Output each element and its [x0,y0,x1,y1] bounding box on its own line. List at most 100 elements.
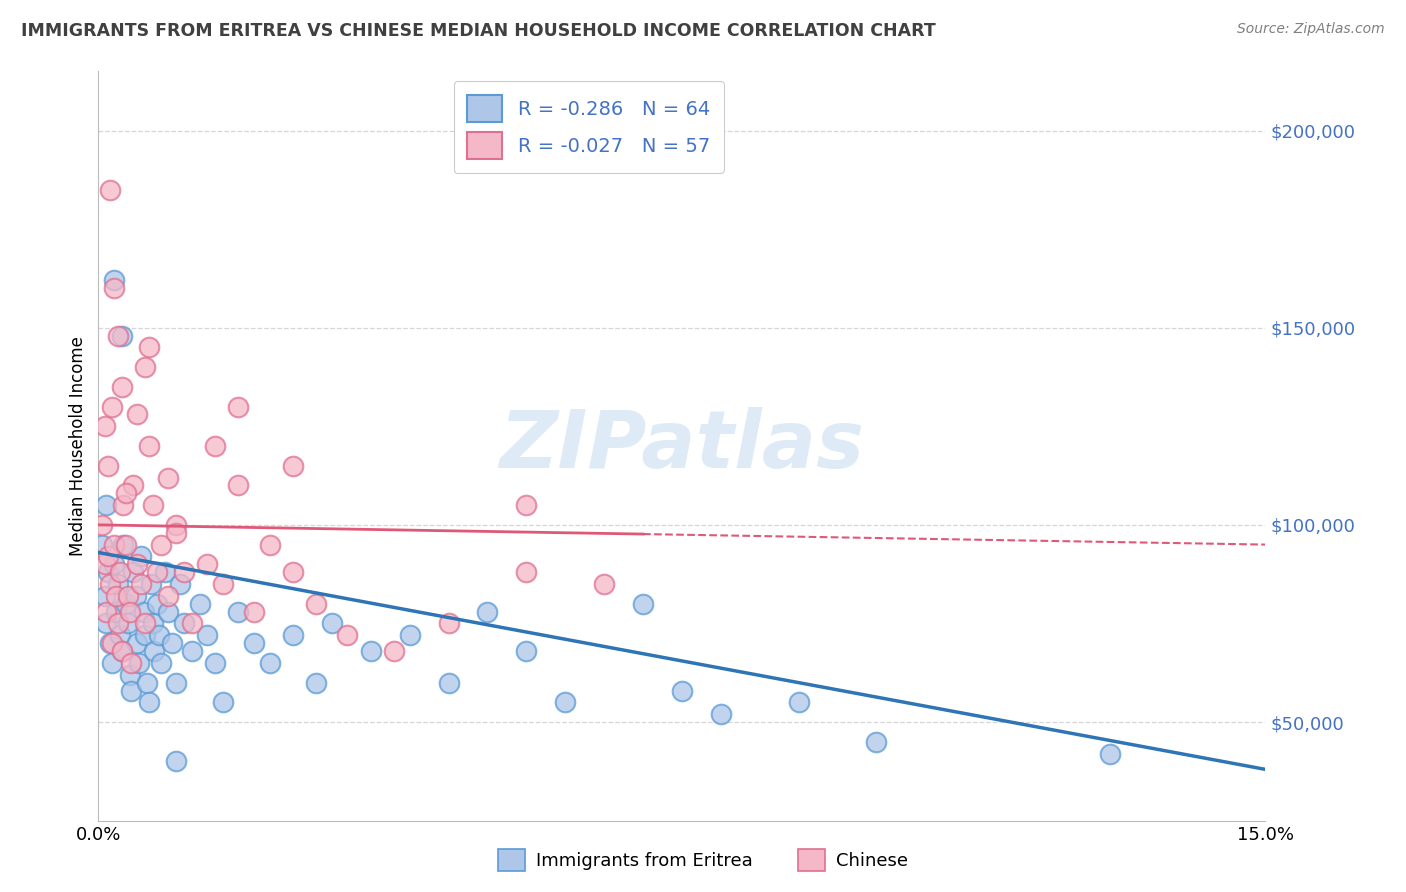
Point [153,565,176,579]
Point [103,538,125,552]
Point [195,558,218,572]
Point [108,565,131,579]
Point [149,538,172,552]
Point [127,408,149,422]
Point [114,538,136,552]
Text: Source: ZipAtlas.com: Source: ZipAtlas.com [1237,22,1385,37]
Point [97,549,120,564]
Point [91,517,114,532]
Point [111,644,134,658]
Point [157,605,180,619]
Point [97,458,120,473]
Point [515,644,537,658]
Point [477,605,499,619]
Point [146,597,169,611]
Point [180,644,202,658]
Point [138,439,160,453]
Point [165,675,187,690]
Point [111,644,134,658]
Point [122,565,145,579]
Point [281,565,304,579]
Point [98,577,121,591]
Point [437,675,460,690]
Point [382,644,405,658]
Point [118,605,141,619]
Point [204,656,226,670]
Point [120,683,142,698]
Point [437,616,460,631]
Point [127,636,149,650]
Point [112,498,135,512]
Point [107,328,129,343]
Point [162,636,184,650]
Point [118,667,141,681]
Point [129,549,152,564]
Point [165,755,187,769]
Point [169,577,191,591]
Point [132,605,155,619]
Point [188,597,211,611]
Point [157,470,180,484]
Point [96,498,118,512]
Point [107,616,129,631]
Point [173,616,195,631]
Point [138,695,160,709]
Point [360,644,382,658]
Point [91,538,114,552]
Point [134,616,156,631]
Point [122,478,145,492]
Point [243,605,266,619]
Point [98,183,121,197]
Point [141,577,163,591]
Point [146,565,169,579]
Point [228,400,250,414]
Legend: Immigrants from Eritrea, Chinese: Immigrants from Eritrea, Chinese [491,842,915,879]
Point [142,498,165,512]
Y-axis label: Median Household Income: Median Household Income [69,336,87,556]
Point [195,628,218,642]
Point [93,589,115,603]
Point [710,707,733,722]
Point [101,656,124,670]
Point [111,380,134,394]
Point [103,558,125,572]
Point [112,538,135,552]
Point [107,577,129,591]
Point [98,636,121,650]
Point [117,589,139,603]
Point [134,628,156,642]
Point [515,498,537,512]
Point [143,644,166,658]
Point [204,439,226,453]
Point [671,683,693,698]
Legend: R = -0.286   N = 64, R = -0.027   N = 57: R = -0.286 N = 64, R = -0.027 N = 57 [454,81,724,173]
Point [157,589,180,603]
Point [101,400,124,414]
Point [96,605,118,619]
Point [138,340,160,354]
Point [259,538,281,552]
Point [117,616,139,631]
Point [173,565,195,579]
Point [180,616,202,631]
Point [101,636,124,650]
Point [787,695,810,709]
Point [305,597,328,611]
Point [398,628,420,642]
Point [129,577,152,591]
Point [125,589,148,603]
Point [134,360,156,375]
Point [120,656,142,670]
Point [321,616,343,631]
Point [104,605,127,619]
Point [593,577,616,591]
Point [228,605,250,619]
Point [93,419,115,434]
Point [114,597,136,611]
Point [149,656,172,670]
Point [259,656,281,670]
Point [228,478,250,492]
Point [128,656,150,670]
Point [165,517,187,532]
Point [97,565,120,579]
